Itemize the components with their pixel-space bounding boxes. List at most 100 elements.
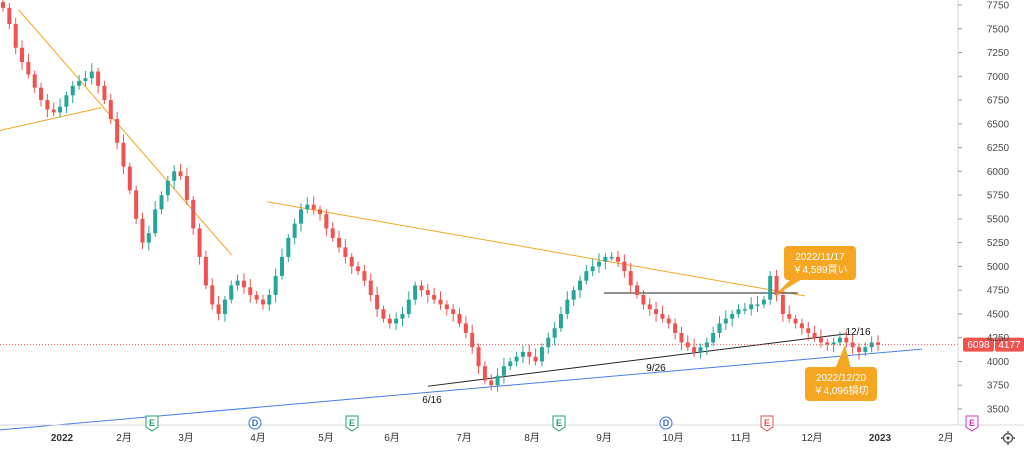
event-marker-label: E	[764, 418, 770, 428]
event-marker-label: E	[556, 418, 562, 428]
y-tick-label: 6500	[987, 119, 1010, 130]
candle-body	[216, 304, 221, 314]
x-tick-label: 2023	[869, 433, 892, 444]
price-label-right-bg	[995, 337, 1024, 352]
candle-body	[13, 24, 18, 48]
callout-date: 2022/12/20	[816, 373, 866, 384]
x-tick-label: 2022	[51, 433, 74, 444]
x-tick-label: 11月	[731, 432, 751, 444]
candle-body	[622, 261, 627, 272]
y-tick-label: 5500	[987, 214, 1010, 225]
candle-body	[77, 81, 82, 86]
candle-body	[311, 204, 316, 210]
candle-body	[597, 261, 602, 267]
candle-body	[723, 318, 728, 324]
candle-body	[666, 318, 671, 324]
y-tick-label: 7500	[987, 24, 1010, 35]
event-marker: E	[965, 415, 979, 432]
candle-body	[489, 380, 494, 386]
candle-body	[812, 332, 817, 338]
candle-body	[755, 304, 760, 306]
candle-body	[457, 313, 462, 324]
candle-body	[387, 318, 392, 324]
candle-body	[273, 275, 278, 295]
event-marker-shape	[248, 416, 262, 430]
candle-body	[679, 332, 684, 343]
candle-body	[444, 304, 449, 310]
candle-body	[438, 299, 443, 305]
candle-body	[89, 71, 94, 79]
candle-body	[235, 280, 240, 286]
y-tick-label: 5250	[987, 238, 1010, 249]
candle-body	[641, 294, 646, 305]
candle-body	[191, 199, 196, 229]
candle-body	[844, 337, 849, 343]
y-tick-label: 5750	[987, 191, 1010, 202]
candle-body	[749, 304, 754, 310]
candle-body	[837, 337, 842, 343]
price-label-right: 4177	[998, 340, 1021, 351]
x-tick-label: 2月	[116, 432, 132, 444]
event-marker: E	[760, 415, 774, 432]
candle-body	[876, 342, 880, 345]
callout-price: ￥4,096損切	[813, 384, 868, 397]
candle-body	[286, 237, 291, 257]
candle-body	[134, 190, 139, 219]
candle-body	[184, 176, 189, 200]
x-tick-label: 8月	[524, 432, 540, 444]
callout-pointer	[835, 345, 851, 369]
y-tick-label: 4500	[987, 309, 1010, 320]
x-tick-label: 12月	[801, 432, 822, 444]
candle-body	[654, 309, 659, 314]
candle-body	[413, 285, 418, 300]
candle-body	[146, 233, 151, 243]
y-axis[interactable]: 7750 7500 7250 7000 6750 6500 6250 6000 5750 5500…	[957, 0, 1010, 425]
y-tick-label: 7000	[987, 72, 1010, 83]
candle-body	[267, 294, 272, 305]
date-annotation: 9/26	[646, 363, 666, 374]
event-marker-shape	[760, 415, 774, 432]
candle-body	[780, 294, 785, 314]
candle-body	[20, 47, 25, 63]
event-marker-label: E	[969, 418, 975, 428]
candle-body	[51, 109, 56, 113]
candle-layer	[1, 0, 880, 392]
x-axis[interactable]: 2022 2月 3月 4月 5月 6月 7月 8月 9月 10月 11月 12月 2023 2月	[0, 424, 1024, 444]
candle-body	[495, 375, 500, 386]
candle-body	[647, 304, 652, 310]
candle-body	[660, 313, 665, 319]
candle-body	[248, 287, 253, 295]
settings-gear-icon[interactable]	[1001, 431, 1015, 445]
candle-body	[197, 228, 202, 257]
candle-body	[7, 7, 12, 25]
trade-callout: 2022/12/20￥4,096損切	[805, 345, 877, 401]
candle-body	[692, 347, 697, 352]
candle-body	[470, 332, 475, 348]
candle-body	[869, 342, 874, 348]
event-marker-label: D	[252, 418, 259, 428]
candle-body	[102, 85, 107, 101]
event-marker-label: E	[149, 418, 155, 428]
x-tick-label: 4月	[250, 432, 266, 444]
x-tick-label: 7月	[456, 432, 472, 444]
candle-body	[761, 299, 766, 305]
candle-body	[711, 332, 716, 343]
annotation-layer: 6/16 9/26 12/16 2022/11/17￥4,589買い 2022/12/2…	[422, 246, 877, 406]
candle-body	[558, 313, 563, 329]
candle-body	[115, 119, 120, 143]
candle-body	[83, 78, 88, 82]
y-tick-label: 7250	[987, 48, 1010, 59]
candle-body	[1, 2, 5, 8]
candle-body	[241, 280, 246, 288]
candle-body	[635, 285, 640, 295]
candle-body	[406, 299, 411, 314]
callout-box	[805, 367, 877, 401]
trendline	[0, 107, 102, 131]
candle-body	[330, 228, 335, 238]
event-marker-label: E	[349, 418, 355, 428]
candle-body	[571, 290, 576, 300]
candle-body	[501, 366, 506, 376]
